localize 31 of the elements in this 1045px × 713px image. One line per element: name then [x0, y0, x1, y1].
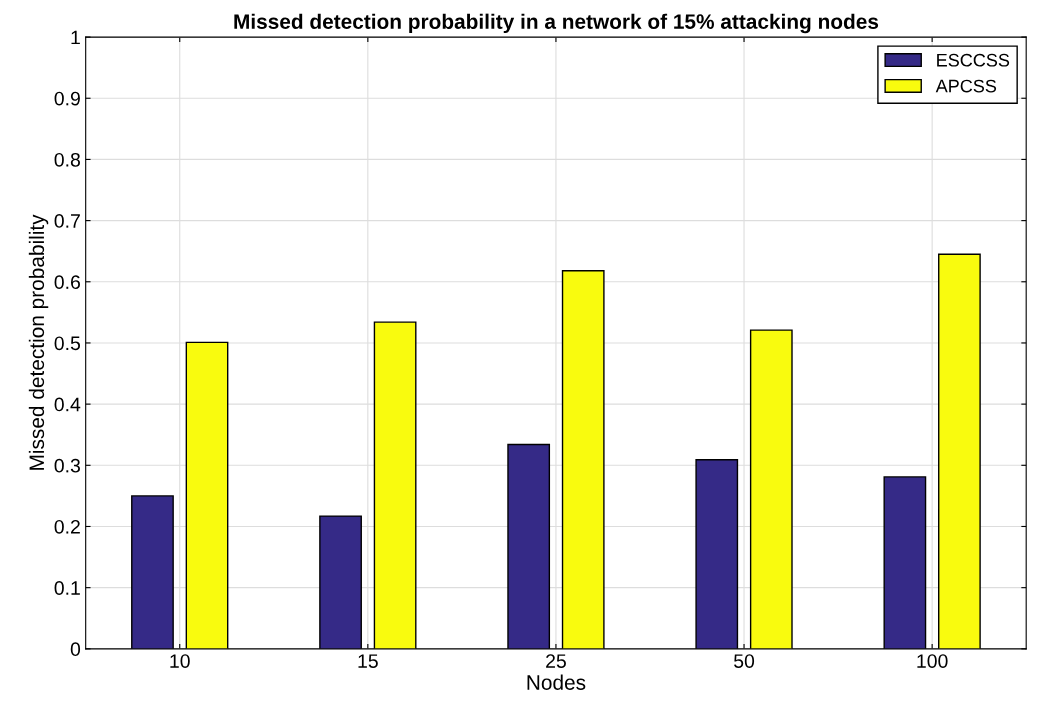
- y-tick-label: 0.2: [54, 519, 80, 534]
- bar: [695, 459, 739, 649]
- bar: [883, 476, 927, 649]
- legend-label: ESCCSS: [937, 53, 1010, 67]
- y-tick-label: 0.8: [54, 152, 80, 167]
- x-tick-label: 100: [917, 654, 948, 668]
- legend-label: APCSS: [935, 79, 997, 93]
- y-tick-label: 0: [70, 642, 81, 657]
- x-tick-label: 10: [170, 654, 190, 668]
- bar: [749, 329, 793, 649]
- y-tick-label: 0.3: [54, 458, 80, 473]
- bar: [373, 321, 417, 649]
- bar: [938, 253, 981, 649]
- bar: [185, 341, 229, 649]
- y-tick-label: 0.1: [54, 581, 80, 595]
- y-tick-label: 0.7: [54, 214, 80, 228]
- y-tick-label: 1: [71, 30, 80, 45]
- y-tick-label: 0.9: [54, 91, 80, 106]
- y-tick-label: 0.6: [54, 275, 80, 290]
- y-axis-title: Missed detection probability: [28, 214, 49, 470]
- x-tick-label: 15: [358, 654, 378, 668]
- x-tick-label: 50: [734, 654, 755, 668]
- x-axis-title: Nodes: [527, 674, 586, 690]
- y-tick-label: 0.5: [54, 336, 81, 351]
- bar: [507, 443, 551, 649]
- bar: [561, 270, 605, 649]
- chart-title: Missed detection probability in a network of 15% attacking nodes: [234, 13, 879, 34]
- y-tick-label: 0.4: [54, 397, 81, 412]
- bar: [319, 515, 362, 649]
- x-tick-label: 25: [546, 654, 566, 668]
- bar: [131, 495, 174, 649]
